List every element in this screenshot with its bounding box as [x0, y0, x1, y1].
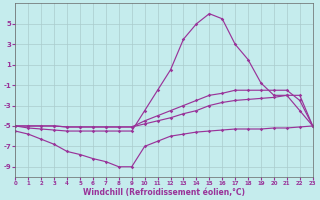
X-axis label: Windchill (Refroidissement éolien,°C): Windchill (Refroidissement éolien,°C)	[83, 188, 245, 197]
